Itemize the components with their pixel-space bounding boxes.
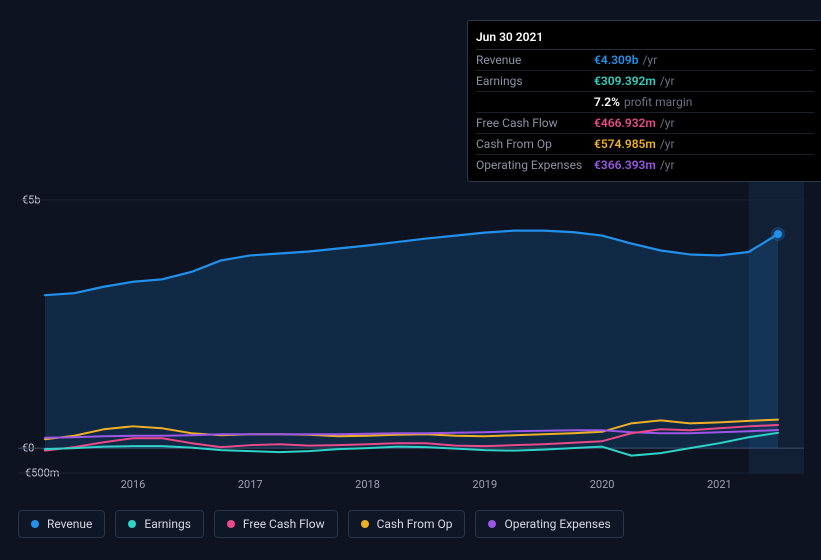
tooltip-row: Revenue€4.309b/yr [476, 50, 814, 71]
legend-label: Revenue [47, 517, 92, 531]
legend-label: Free Cash Flow [243, 517, 325, 531]
legend-item-operating_expenses[interactable]: Operating Expenses [475, 510, 623, 538]
tooltip-row: Free Cash Flow€466.932m/yr [476, 113, 814, 134]
legend-item-earnings[interactable]: Earnings [115, 510, 204, 538]
tooltip-row-label: Earnings [476, 74, 594, 88]
tooltip-row-value: €466.932m [594, 116, 656, 130]
tooltip-row: Cash From Op€574.985m/yr [476, 134, 814, 155]
tooltip-row-unit: /yr [660, 116, 675, 130]
legend: Revenue Earnings Free Cash Flow Cash From O… [18, 510, 624, 538]
tooltip-row-value: €574.985m [594, 137, 656, 151]
x-tick: 2016 [121, 478, 146, 491]
legend-label: Cash From Op [377, 517, 453, 531]
legend-item-revenue[interactable]: Revenue [18, 510, 105, 538]
tooltip-row-unit: /yr [660, 137, 675, 151]
tooltip-row-label: Operating Expenses [476, 158, 594, 172]
x-tick: 2019 [472, 478, 497, 491]
x-tick: 2017 [238, 478, 263, 491]
x-tick: 2021 [707, 478, 732, 491]
x-tick: 2020 [590, 478, 615, 491]
tooltip-row-value: €4.309b [594, 53, 638, 67]
financials-chart [18, 175, 804, 473]
tooltip-sub-label: profit margin [624, 95, 692, 109]
legend-dot-icon [361, 520, 369, 528]
tooltip-row-label: Free Cash Flow [476, 116, 594, 130]
legend-label: Earnings [144, 517, 191, 531]
tooltip-row-value: €366.393m [594, 158, 656, 172]
tooltip-row: Earnings€309.392m/yr [476, 71, 814, 92]
x-tick: 2018 [355, 478, 380, 491]
tooltip-row-unit: /yr [660, 74, 675, 88]
tooltip-subrow: 7.2% profit margin [476, 92, 814, 113]
tooltip-date: Jun 30 2021 [476, 27, 814, 50]
legend-dot-icon [488, 520, 496, 528]
tooltip-sub-pct: 7.2% [594, 95, 620, 109]
legend-dot-icon [31, 520, 39, 528]
legend-dot-icon [227, 520, 235, 528]
legend-label: Operating Expenses [504, 517, 610, 531]
legend-item-free_cash_flow[interactable]: Free Cash Flow [214, 510, 338, 538]
tooltip-row-value: €309.392m [594, 74, 656, 88]
tooltip-row-unit: /yr [660, 158, 675, 172]
tooltip-panel: Jun 30 2021 Revenue€4.309b/yrEarnings€30… [467, 20, 821, 182]
tooltip-row-label: Cash From Op [476, 137, 594, 151]
tooltip-row-label: Revenue [476, 53, 594, 67]
legend-item-cash_from_op[interactable]: Cash From Op [348, 510, 466, 538]
tooltip-row: Operating Expenses€366.393m/yr [476, 155, 814, 175]
tooltip-row-unit: /yr [642, 53, 657, 67]
x-axis-ticks: 2016 2017 2018 2019 2020 2021 [45, 478, 805, 496]
legend-dot-icon [128, 520, 136, 528]
